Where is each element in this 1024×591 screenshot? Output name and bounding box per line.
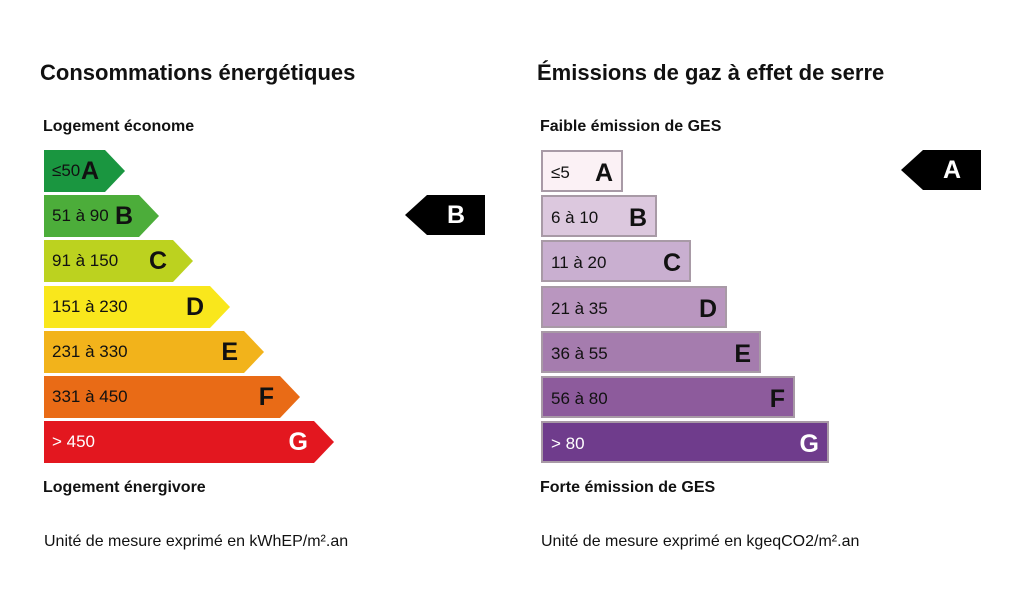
energy-class-range: ≤50 xyxy=(52,161,81,180)
energy-class-e-bar: 231 à 330 E xyxy=(44,331,264,373)
energy-class-letter: D xyxy=(185,293,204,321)
ges-class-e-bar: 36 à 55 E xyxy=(541,331,761,373)
ges-class-c-bar: 11 à 20 C xyxy=(541,240,691,282)
ges-class-letter: G xyxy=(799,430,819,458)
energy-class-d-bar: 151 à 230 D xyxy=(44,286,230,328)
ges-rating-letter: A xyxy=(942,156,962,184)
ges-class-a-bar: ≤5 A xyxy=(541,150,623,192)
energy-class-c-bar: 91 à 150 C xyxy=(44,240,193,282)
energy-class-letter: B xyxy=(114,202,133,230)
energy-class-range: 231 à 330 xyxy=(52,342,128,361)
ges-class-letter: B xyxy=(628,204,647,232)
energy-unit-note: Unité de mesure exprimé en kWhEP/m².an xyxy=(44,533,349,550)
energy-consumption-panel: Consommations énergétiques Logement écon… xyxy=(40,0,520,591)
energy-class-range: 51 à 90 xyxy=(52,206,109,225)
energy-class-a-bar: ≤50 A xyxy=(44,150,125,192)
ges-class-range: ≤5 xyxy=(551,163,570,182)
energy-class-letter: G xyxy=(288,428,308,456)
ges-class-range: 11 à 20 xyxy=(551,253,607,272)
energy-class-letter: F xyxy=(258,383,274,411)
ges-class-b-bar: 6 à 10 B xyxy=(541,195,657,237)
ges-class-f-bar: 56 à 80 F xyxy=(541,376,795,418)
ges-class-g-bar: > 80 G xyxy=(541,421,829,463)
ges-rating-marker: A xyxy=(901,150,981,190)
energy-class-b-bar: 51 à 90 B xyxy=(44,195,159,237)
energy-rating-marker: B xyxy=(405,195,485,235)
ges-class-range: > 80 xyxy=(551,434,585,453)
energy-class-range: 331 à 450 xyxy=(52,387,128,406)
ges-class-letter: E xyxy=(734,340,751,368)
ges-class-d-bar: 21 à 35 D xyxy=(541,286,727,328)
energy-class-letter: E xyxy=(221,338,238,366)
ges-class-letter: C xyxy=(662,249,681,277)
ges-unit-note: Unité de mesure exprimé en kgeqCO2/m².an xyxy=(541,533,860,550)
ges-title: Émissions de gaz à effet de serre xyxy=(537,60,885,85)
energy-class-range: 151 à 230 xyxy=(52,297,128,316)
ges-class-letter: A xyxy=(594,159,613,187)
ges-class-range: 21 à 35 xyxy=(551,299,608,318)
energy-class-range: 91 à 150 xyxy=(52,251,119,270)
ges-emissions-panel: Émissions de gaz à effet de serre Faible… xyxy=(537,0,1017,591)
ges-class-letter: D xyxy=(698,295,717,323)
ges-top-label: Faible émission de GES xyxy=(540,118,722,135)
ges-class-range: 6 à 10 xyxy=(551,208,599,227)
energy-title: Consommations énergétiques xyxy=(40,60,356,85)
ges-class-range: 56 à 80 xyxy=(551,389,608,408)
ges-class-letter: F xyxy=(769,385,785,413)
energy-class-letter: C xyxy=(148,247,167,275)
energy-rating-letter: B xyxy=(446,201,466,229)
ges-bottom-label: Forte émission de GES xyxy=(540,479,716,496)
ges-class-range: 36 à 55 xyxy=(551,344,608,363)
energy-top-label: Logement économe xyxy=(43,118,195,135)
energy-class-f-bar: 331 à 450 F xyxy=(44,376,300,418)
energy-class-g-bar: > 450 G xyxy=(44,421,334,463)
energy-class-range: > 450 xyxy=(52,432,96,451)
energy-class-letter: A xyxy=(80,157,99,185)
energy-bottom-label: Logement énergivore xyxy=(43,479,206,496)
